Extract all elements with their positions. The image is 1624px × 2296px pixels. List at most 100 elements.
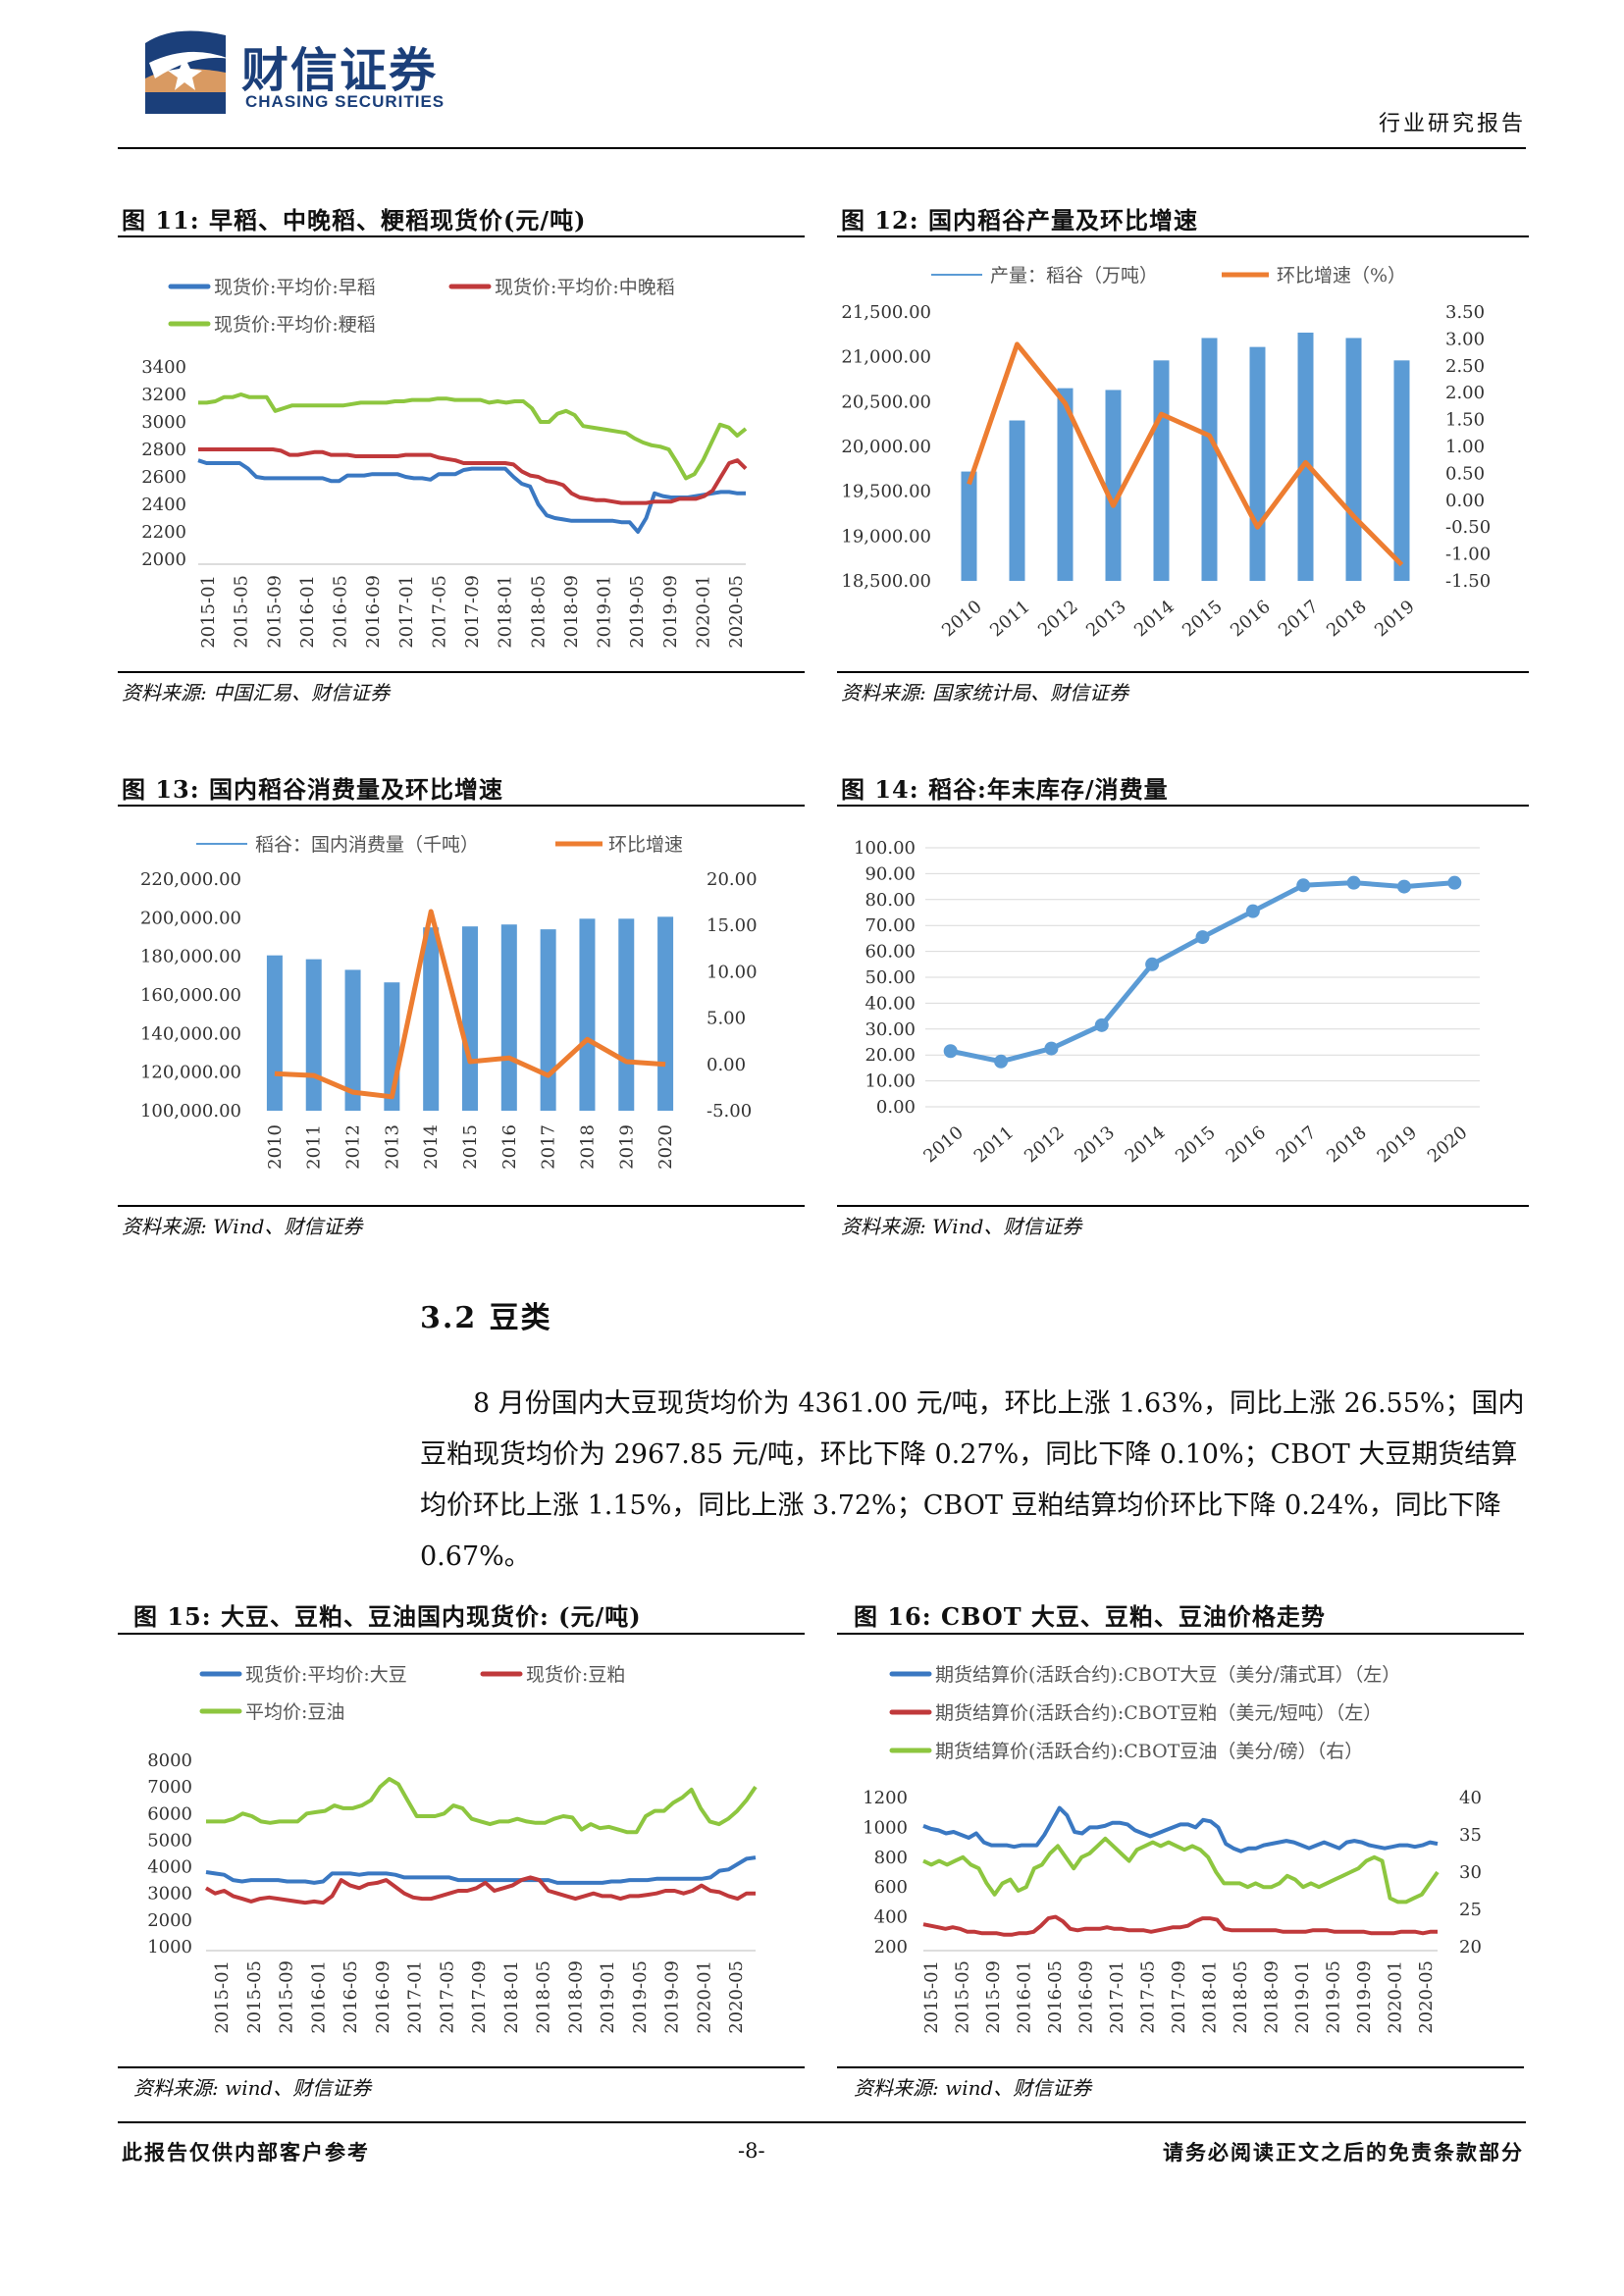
bar (1153, 360, 1170, 581)
y-axis-tick: 70.00 (864, 915, 916, 936)
x-axis-tick: 2017 (1273, 1122, 1321, 1168)
y-axis-left-tick: 800 (874, 1848, 908, 1868)
x-axis-tick: 2016-05 (1045, 1960, 1066, 2034)
x-axis-tick: 2015 (460, 1124, 481, 1170)
x-axis-tick: 2010 (938, 597, 986, 642)
figure-rule-16-bottom (837, 2066, 1524, 2068)
x-axis-tick: 2020-05 (726, 1960, 747, 2034)
legend-soyoil-label: 平均价:豆油 (245, 1701, 344, 1723)
x-axis-tick: 2015 (1172, 1122, 1220, 1168)
series-line-1 (198, 447, 748, 505)
y-axis-left-tick: 18,500.00 (841, 571, 931, 592)
footer-right: 请务必阅读正文之后的免责条款部分 (1163, 2140, 1524, 2165)
x-axis-tick: 2013 (1071, 1122, 1119, 1168)
ratio-point (1245, 904, 1260, 918)
y-axis-tick: 7000 (147, 1777, 192, 1798)
x-axis-tick: 2015 (1179, 597, 1227, 642)
x-axis-tick: 2017-01 (396, 575, 417, 649)
figure-title-12: 图 12: 国内稻谷产量及环比增速 (841, 206, 1198, 235)
ratio-point (1044, 1041, 1059, 1056)
x-axis-tick: 2015-01 (212, 1960, 233, 2034)
y-axis-right-tick: 0.50 (1445, 463, 1485, 484)
y-axis-tick: 3000 (141, 412, 186, 433)
x-axis-tick: 2020-01 (1386, 1960, 1406, 2034)
x-axis-tick: 2013 (382, 1124, 402, 1170)
x-axis-tick: 2019-05 (627, 575, 648, 649)
y-axis-left-tick: 1000 (863, 1817, 908, 1838)
x-axis-tick: 2019-05 (1324, 1960, 1344, 2034)
bar (618, 918, 635, 1111)
chart-fig12: 产量：稻谷（万吨） 环比增速（%） 21,500.00 21,000.00 20,500… (837, 245, 1529, 667)
y-axis-tick: 2200 (141, 522, 186, 543)
x-axis-tick: 2013 (1082, 597, 1130, 642)
x-axis-tick: 2017-09 (469, 1960, 490, 2034)
series-line-1 (204, 1875, 756, 1905)
bar (657, 916, 674, 1111)
x-axis-tick: 2015-01 (921, 1960, 942, 2034)
x-axis-tick: 2017-05 (1138, 1960, 1159, 2034)
figure-rule-12-bottom (837, 671, 1529, 673)
y-axis-right-tick: 0.00 (1445, 491, 1485, 511)
x-axis-tick: 2019-09 (1354, 1960, 1375, 2034)
figure-source-11: 资料来源: 中国汇易、财信证券 (122, 681, 391, 704)
x-axis-tick: 2016-01 (1015, 1960, 1035, 2034)
x-axis-tick: 2016-05 (331, 575, 351, 649)
document-type: 行业研究报告 (1378, 112, 1526, 136)
x-axis-tick: 2019-09 (660, 575, 681, 649)
series-line-2 (922, 1836, 1440, 1905)
y-axis-tick: 40.00 (864, 993, 916, 1014)
x-axis-tick: 2018-01 (501, 1960, 522, 2034)
x-axis-tick: 2016-09 (363, 575, 384, 649)
x-axis-tick: 2018 (1323, 1122, 1371, 1168)
figure-rule-14 (837, 805, 1529, 807)
ratio-point (1094, 1018, 1109, 1032)
chart-fig13: 稻谷：国内消费量（千吨） 环比增速 220,000.00 200,000.00 180,… (118, 814, 805, 1202)
y-axis-right-tick: 25 (1459, 1900, 1482, 1920)
bar (305, 959, 322, 1111)
y-axis-left-tick: 19,500.00 (841, 482, 931, 502)
x-axis-tick: 2018-09 (561, 575, 582, 649)
x-axis-tick: 2014 (421, 1124, 442, 1170)
bar (344, 969, 361, 1111)
x-axis-tick: 2019-05 (630, 1960, 651, 2034)
bar (500, 924, 517, 1111)
chart-fig14: 100.00 90.00 80.00 70.00 60.00 50.00 40.00 30.0… (837, 814, 1529, 1202)
x-axis-tick: 2018 (577, 1124, 598, 1170)
x-axis-tick: 2011 (986, 597, 1034, 642)
ratio-point (1396, 879, 1411, 894)
figure-title-11: 图 11: 早稻、中晚稻、粳稻现货价(元/吨) (122, 206, 587, 235)
bar (462, 926, 478, 1111)
x-axis-tick: 2016-01 (308, 1960, 329, 2034)
series-line-1 (922, 1914, 1438, 1937)
y-axis-tick: 2000 (147, 1910, 192, 1931)
x-axis-tick: 2020 (655, 1124, 676, 1170)
y-axis-tick: 50.00 (864, 967, 916, 988)
y-axis-left-tick: 20,000.00 (841, 437, 931, 457)
y-axis-right-tick: 3.50 (1445, 302, 1485, 323)
x-axis-tick: 2019-01 (595, 575, 615, 649)
y-axis-tick: 3200 (141, 385, 186, 405)
x-axis-tick: 2010 (265, 1124, 286, 1170)
page-number: -8- (738, 2139, 765, 2163)
x-axis-tick: 2017 (1275, 597, 1323, 642)
series-line-2 (198, 392, 748, 481)
legend-cbot-soyoil-label: 期货结算价(活跃合约):CBOT豆油（美分/磅）（右） (935, 1741, 1363, 1762)
y-axis-tick: 90.00 (864, 863, 916, 884)
legend-japonica-rice-label: 现货价:平均价:粳稻 (214, 314, 376, 336)
x-axis-tick: 2011 (304, 1124, 325, 1170)
x-axis-tick: 2019 (616, 1124, 637, 1170)
y-axis-tick: 20.00 (864, 1045, 916, 1066)
y-axis-left-tick: 200 (874, 1937, 908, 1957)
x-axis-tick: 2018-05 (1231, 1960, 1251, 2034)
y-axis-right-tick: 20.00 (707, 869, 758, 890)
footer-left: 此报告仅供内部客户参考 (122, 2140, 370, 2165)
figure-rule-13-bottom (118, 1205, 805, 1207)
x-axis-tick: 2016-01 (297, 575, 318, 649)
figure-rule-13 (118, 805, 805, 807)
x-axis-tick: 2016-09 (1076, 1960, 1097, 2034)
x-axis-tick: 2017-05 (429, 575, 449, 649)
x-axis-tick: 2017-09 (1169, 1960, 1189, 2034)
y-axis-left-tick: 100,000.00 (140, 1101, 241, 1122)
figure-rule-15 (118, 1633, 805, 1635)
company-name-en: CHASING SECURITIES (245, 92, 445, 111)
